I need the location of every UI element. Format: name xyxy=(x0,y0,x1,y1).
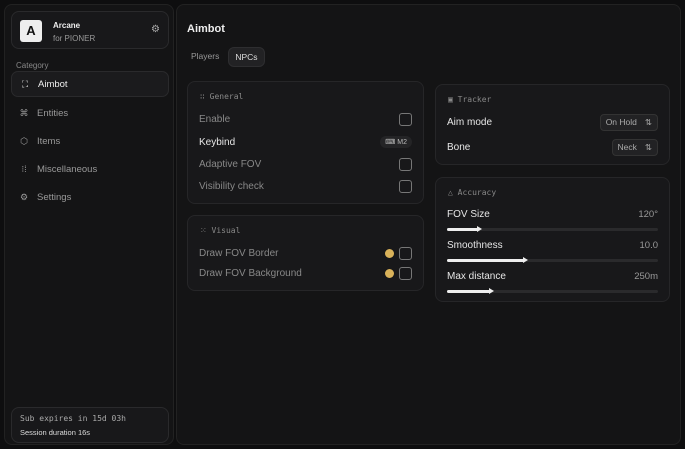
border-color-swatch[interactable] xyxy=(385,249,394,258)
draw-fov-background-label: Draw FOV Background xyxy=(199,268,302,279)
sidebar: A Arcane for PIONER ⚙ Category ⛶ Aimbot ⌘… xyxy=(4,4,174,445)
visibility-check-label: Visibility check xyxy=(199,181,264,192)
tracker-card: ▣ Tracker Aim mode On Hold ⇅ Bone Neck ⇅ xyxy=(435,84,670,165)
box-icon: ⬡ xyxy=(20,135,28,146)
subscription-info: Sub expires in 15d 03h Session duration … xyxy=(11,407,169,443)
adaptive-fov-label: Adaptive FOV xyxy=(199,159,262,170)
settings-gear-icon[interactable]: ⚙ xyxy=(151,24,160,35)
sidebar-item-items[interactable]: ⬡ Items xyxy=(11,128,169,154)
enable-checkbox[interactable] xyxy=(399,113,412,126)
page-title: Aimbot xyxy=(187,23,225,35)
accuracy-card: △ Accuracy FOV Size 120° Smoothness 10.0 M… xyxy=(435,177,670,302)
keybind-row: Keybind ⌨ M2 xyxy=(199,136,412,148)
keybind-label: Keybind xyxy=(199,136,236,148)
visual-title: Visual xyxy=(211,226,241,235)
draw-fov-background-checkbox[interactable] xyxy=(399,267,412,280)
visibility-check-checkbox[interactable] xyxy=(399,180,412,193)
grid-icon: ⁝⁞ xyxy=(21,163,27,174)
slider-label: Max distance xyxy=(447,271,506,282)
session-duration: Session duration 16s xyxy=(20,428,91,437)
draw-fov-border-label: Draw FOV Border xyxy=(199,248,279,259)
slider-value: 10.0 xyxy=(639,240,659,251)
accuracy-title: Accuracy xyxy=(457,188,497,197)
slider-fill xyxy=(447,257,529,263)
tab-npcs[interactable]: NPCs xyxy=(228,47,265,67)
bone-row: Bone Neck ⇅ xyxy=(447,139,658,156)
main-panel: Aimbot Players NPCs ∷ General Enable Key… xyxy=(176,4,681,445)
bone-label: Bone xyxy=(447,142,471,153)
aim-mode-row: Aim mode On Hold ⇅ xyxy=(447,114,658,131)
enable-row: Enable xyxy=(199,113,412,126)
tab-players[interactable]: Players xyxy=(191,51,220,61)
slider-track[interactable] xyxy=(447,288,658,294)
enable-label: Enable xyxy=(199,114,231,125)
sidebar-item-label: Settings xyxy=(37,191,72,203)
slider-fill xyxy=(447,288,495,294)
sidebar-item-label: Aimbot xyxy=(38,78,68,90)
select-icon: ⇅ xyxy=(644,117,652,127)
crosshair-icon: ⛶ xyxy=(21,78,29,89)
general-icon: ∷ xyxy=(200,92,210,101)
sidebar-item-label: Items xyxy=(37,135,61,147)
keybind-value: M2 xyxy=(397,139,407,146)
bone-value: Neck xyxy=(617,142,637,152)
sidebar-item-miscellaneous[interactable]: ⁝⁞ Miscellaneous xyxy=(11,156,169,182)
sidebar-item-aimbot[interactable]: ⛶ Aimbot xyxy=(11,71,169,97)
keyboard-icon: ⌨ xyxy=(385,139,398,146)
select-icon: ⇅ xyxy=(644,142,652,152)
general-title: General xyxy=(209,92,244,101)
slider-track[interactable] xyxy=(447,257,658,263)
tracker-icon: ▣ xyxy=(448,95,458,104)
aim-mode-value: On Hold xyxy=(605,117,637,127)
slider-value: 120° xyxy=(638,209,658,220)
brand-name: Arcane xyxy=(53,21,81,30)
brand-card: A Arcane for PIONER ⚙ xyxy=(11,11,169,49)
brand-subtitle: for PIONER xyxy=(53,34,96,43)
category-label: Category xyxy=(16,61,49,70)
slider-row: FOV Size 120° xyxy=(447,209,658,220)
sidebar-item-settings[interactable]: ⚙ Settings xyxy=(11,184,169,210)
slider-fill xyxy=(447,226,482,232)
tracker-title: Tracker xyxy=(457,95,492,104)
aim-mode-select[interactable]: On Hold ⇅ xyxy=(599,114,658,131)
draw-fov-border-row: Draw FOV Border xyxy=(199,247,412,260)
visual-card: ⁙ Visual Draw FOV Border Draw FOV Backgr… xyxy=(187,215,424,291)
triangle-icon: △ xyxy=(448,188,458,197)
aim-mode-label: Aim mode xyxy=(447,117,493,128)
slider-value: 250m xyxy=(634,271,658,282)
slider-row: Smoothness 10.0 xyxy=(447,240,658,251)
visual-icon: ⁙ xyxy=(200,226,212,235)
keybind-button[interactable]: ⌨ M2 xyxy=(380,136,412,148)
visibility-check-row: Visibility check xyxy=(199,180,412,193)
tabs: Players NPCs xyxy=(185,47,265,67)
background-color-swatch[interactable] xyxy=(385,269,394,278)
slider-label: Smoothness xyxy=(447,240,503,251)
adaptive-fov-checkbox[interactable] xyxy=(399,158,412,171)
gear-icon: ⚙ xyxy=(19,191,29,202)
entities-icon: ⌘ xyxy=(19,107,29,118)
adaptive-fov-row: Adaptive FOV xyxy=(199,158,412,171)
draw-fov-border-checkbox[interactable] xyxy=(399,247,412,260)
general-card: ∷ General Enable Keybind ⌨ M2 Adaptive FO… xyxy=(187,81,424,204)
slider-label: FOV Size xyxy=(447,209,490,220)
draw-fov-background-row: Draw FOV Background xyxy=(199,267,412,280)
sidebar-item-label: Entities xyxy=(37,107,69,119)
accuracy-header: △ Accuracy xyxy=(448,188,496,197)
sidebar-item-entities[interactable]: ⌘ Entities xyxy=(11,100,169,126)
subscription-expiry: Sub expires in 15d 03h xyxy=(20,414,126,423)
sidebar-item-label: Miscellaneous xyxy=(37,163,98,175)
general-header: ∷ General xyxy=(200,92,243,101)
logo: A xyxy=(20,20,42,42)
tracker-header: ▣ Tracker xyxy=(448,95,491,104)
slider-row: Max distance 250m xyxy=(447,271,658,282)
bone-select[interactable]: Neck ⇅ xyxy=(611,139,658,156)
slider-track[interactable] xyxy=(447,226,658,232)
visual-header: ⁙ Visual xyxy=(200,226,240,235)
